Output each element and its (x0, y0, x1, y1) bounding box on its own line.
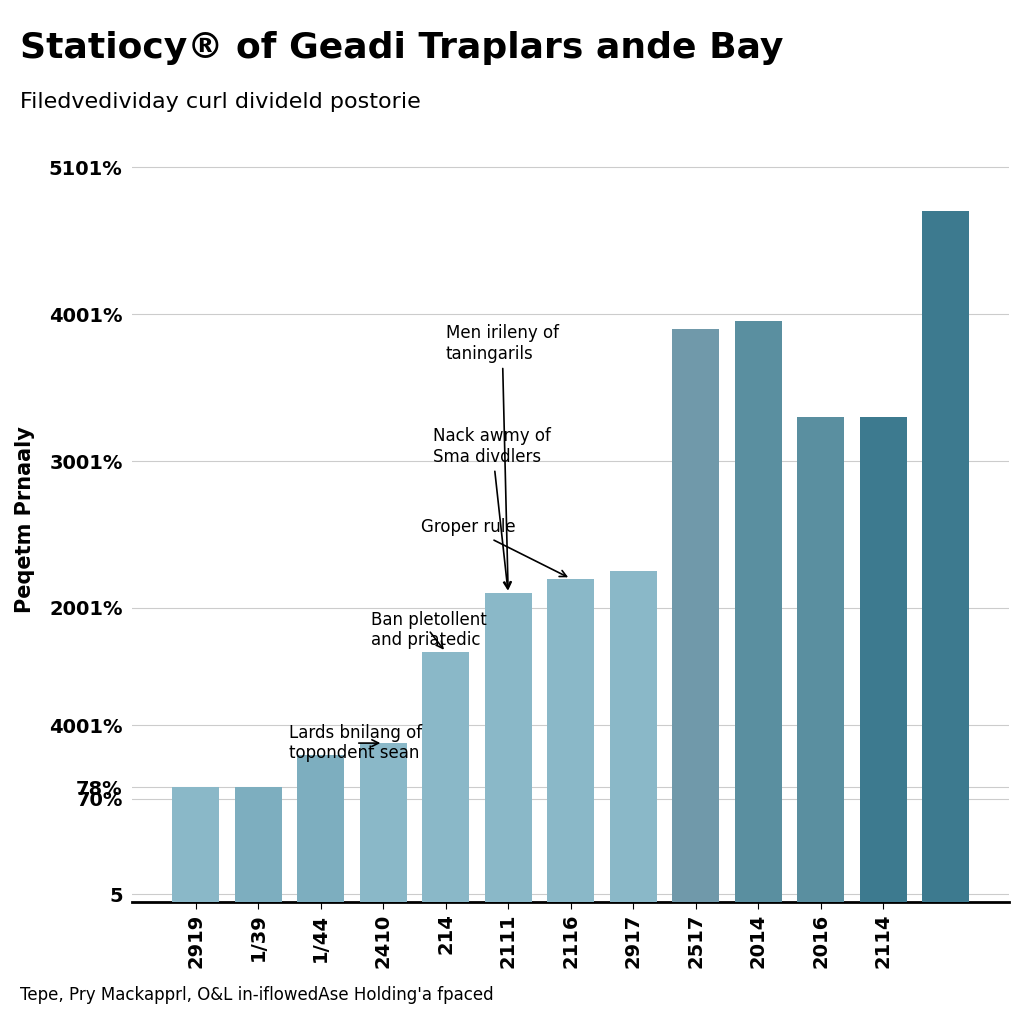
Text: Lards bnilang of
topondent sean: Lards bnilang of topondent sean (290, 724, 423, 763)
Bar (923, 211, 969, 902)
Bar (172, 787, 219, 902)
Text: Nack awmy of
Sma divdlers: Nack awmy of Sma divdlers (433, 427, 551, 589)
Text: Men irileny of
taningarils: Men irileny of taningarils (445, 325, 559, 589)
Text: Statiocy® of Geadi Traplars ande Bay: Statiocy® of Geadi Traplars ande Bay (20, 31, 783, 65)
Bar (422, 652, 469, 902)
Text: Ban pletollent
and priatedic: Ban pletollent and priatedic (371, 610, 486, 649)
Bar (359, 743, 407, 902)
Text: Filedvedividay curl divideld postorie: Filedvedividay curl divideld postorie (20, 92, 421, 113)
Bar (798, 417, 844, 902)
Y-axis label: Peqetm Prnaaly: Peqetm Prnaaly (15, 426, 35, 613)
Text: Tepe, Pry Mackapprl, O&L in-iflowedAse Holding'a fpaced: Tepe, Pry Mackapprl, O&L in-iflowedAse H… (20, 985, 495, 1004)
Bar (860, 417, 906, 902)
Bar (234, 787, 282, 902)
Bar (484, 593, 531, 902)
Bar (735, 322, 781, 902)
Bar (609, 571, 656, 902)
Bar (547, 579, 594, 902)
Bar (672, 329, 719, 902)
Bar (297, 755, 344, 902)
Text: Groper rule: Groper rule (421, 518, 566, 577)
